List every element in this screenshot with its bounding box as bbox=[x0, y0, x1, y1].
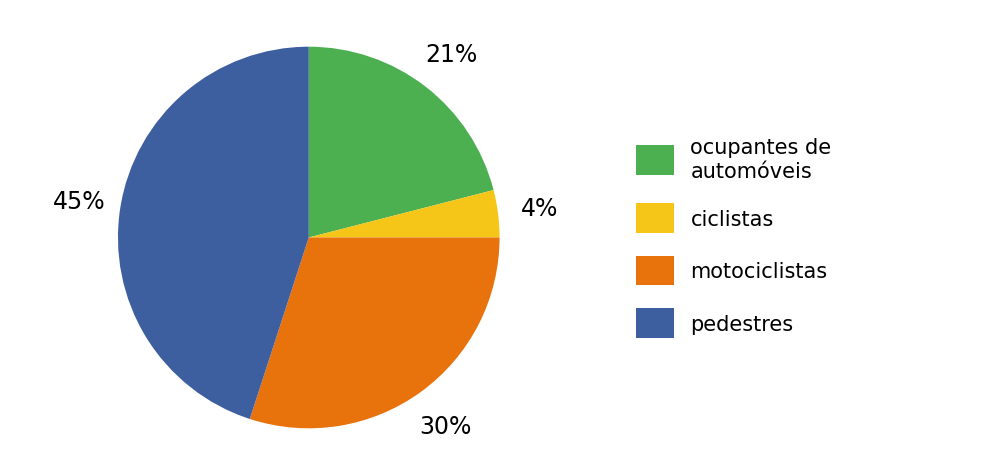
Text: 45%: 45% bbox=[53, 190, 106, 214]
Text: 4%: 4% bbox=[521, 197, 559, 221]
Text: 30%: 30% bbox=[419, 414, 472, 438]
Legend: ocupantes de
automóveis, ciclistas, motociclistas, pedestres: ocupantes de automóveis, ciclistas, moto… bbox=[627, 129, 840, 347]
Wedge shape bbox=[309, 48, 494, 238]
Wedge shape bbox=[118, 48, 309, 419]
Wedge shape bbox=[309, 191, 500, 238]
Wedge shape bbox=[250, 238, 500, 428]
Text: 21%: 21% bbox=[425, 42, 477, 67]
